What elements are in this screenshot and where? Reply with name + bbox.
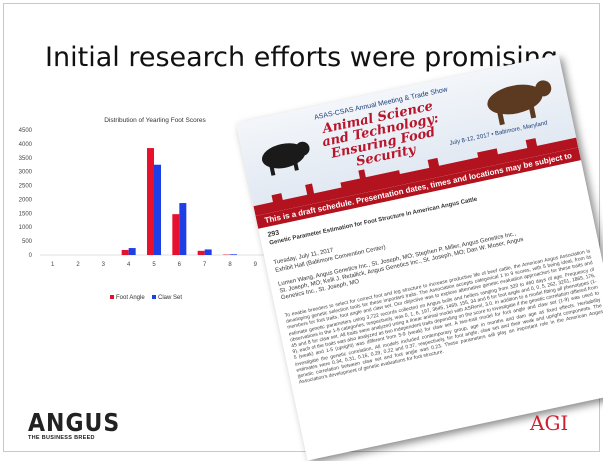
bar-claw-set-8: [230, 254, 237, 255]
x-tick-label: 2: [76, 262, 80, 268]
x-tick-label: 9: [254, 262, 258, 268]
legend-swatch-claw-set: [152, 295, 156, 299]
x-tick-label: 1: [51, 262, 55, 268]
y-tick-label: 1000: [19, 225, 33, 231]
bar-foot-angle-5: [147, 148, 154, 255]
bars: [122, 148, 237, 255]
x-tick-label: 4: [127, 262, 131, 268]
bar-claw-set-4: [129, 248, 136, 255]
legend-swatch-foot-angle: [110, 295, 114, 299]
agi-logo-text: AGI: [530, 411, 568, 435]
bar-foot-angle-7: [198, 251, 205, 255]
angus-logo-wordmark: ANGUS: [28, 409, 120, 438]
y-axis: 0 500 1000 1500 2000 2500 3000 3500 4000 4500: [19, 128, 33, 259]
y-tick-label: 2000: [19, 197, 33, 203]
chart-legend: Foot Angle Claw Set: [110, 295, 182, 301]
chart-title: Distribution of Yearling Foot Scores: [104, 117, 206, 124]
y-tick-label: 1500: [19, 211, 33, 217]
y-tick-label: 3000: [19, 170, 33, 176]
x-tick-label: 5: [152, 262, 156, 268]
x-tick-label: 7: [203, 262, 207, 268]
y-tick-label: 4000: [19, 142, 33, 148]
y-tick-label: 0: [29, 253, 33, 259]
x-tick-label: 6: [178, 262, 182, 268]
x-tick-label: 8: [228, 262, 232, 268]
legend-label-foot-angle: Foot Angle: [116, 295, 145, 301]
bar-claw-set-7: [205, 249, 212, 255]
y-tick-label: 2500: [19, 184, 33, 190]
foot-score-chart: Distribution of Yearling Foot Scores 050…: [0, 110, 275, 315]
agi-logo: AGI: [530, 411, 568, 435]
bar-foot-angle-6: [172, 214, 179, 255]
abstract-id: 293: [267, 230, 280, 239]
angus-logo: ANGUS THE BUSINESS BREED: [28, 409, 120, 441]
abstract-body: To enable breeders to select for correct…: [284, 248, 603, 386]
bar-claw-set-6: [179, 203, 186, 255]
y-tick-label: 500: [22, 239, 33, 245]
y-tick-label: 3500: [19, 156, 33, 162]
x-axis: 1 2 3 4 5 6 7 8 9: [51, 262, 258, 268]
bar-claw-set-5: [154, 165, 161, 255]
legend-label-claw-set: Claw Set: [158, 295, 182, 301]
bar-foot-angle-4: [122, 250, 129, 255]
y-tick-label: 4500: [19, 128, 33, 134]
x-tick-label: 3: [102, 262, 106, 268]
